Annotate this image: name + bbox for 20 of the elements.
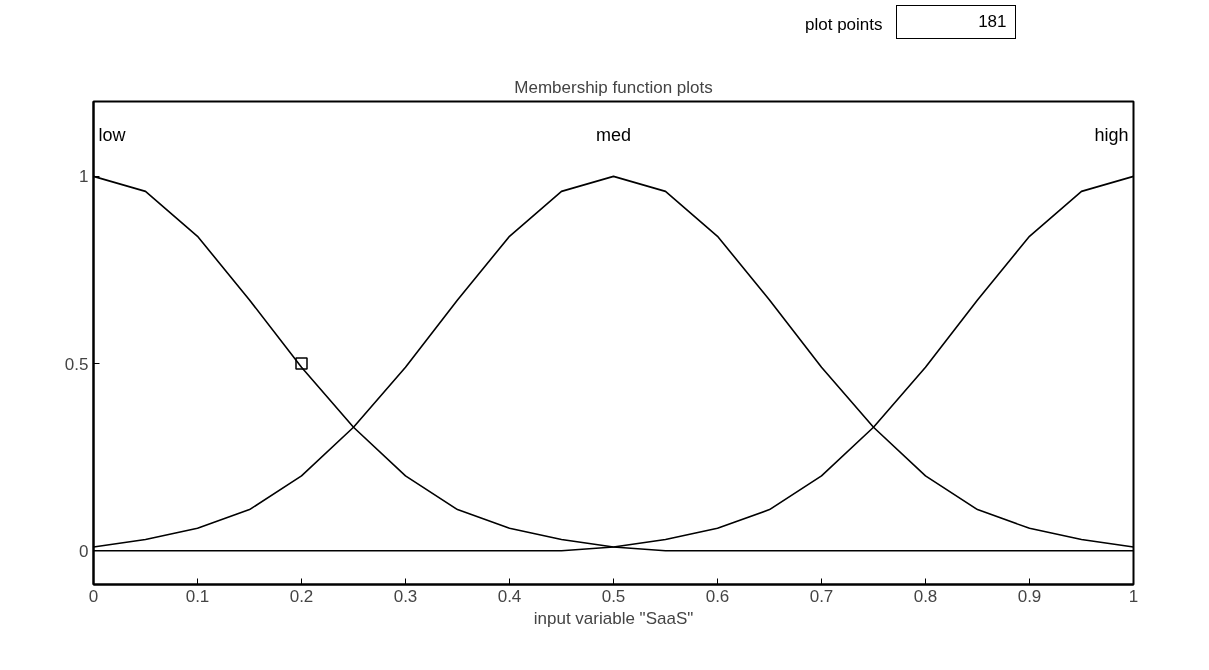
text: 181 <box>978 11 1007 33</box>
x-axis-title: input variable "SaaS" <box>533 608 694 628</box>
series-label: low <box>98 125 127 146</box>
y-tick-label: 0.5 <box>64 354 89 374</box>
x-tick-label: 0.6 <box>705 586 730 606</box>
series-label: med <box>595 125 632 146</box>
x-tick-label: 0.8 <box>913 586 938 606</box>
x-tick-label: 0.3 <box>393 586 418 606</box>
x-tick-label: 0.2 <box>289 586 314 606</box>
x-tick-label: 1 <box>1128 586 1139 606</box>
series-label: high <box>1094 125 1129 146</box>
x-tick-label: 0.1 <box>185 586 210 606</box>
x-tick-label: 0.4 <box>497 586 522 606</box>
y-tick-label: 0 <box>79 542 89 562</box>
x-tick-label: 0.9 <box>1017 586 1042 606</box>
y-tick-label: 1 <box>79 167 89 187</box>
x-tick-label: 0.7 <box>809 586 834 606</box>
x-tick-label: 0.5 <box>601 586 626 606</box>
chart-title: Membership function plots <box>514 77 713 97</box>
text: plot points <box>805 14 883 36</box>
